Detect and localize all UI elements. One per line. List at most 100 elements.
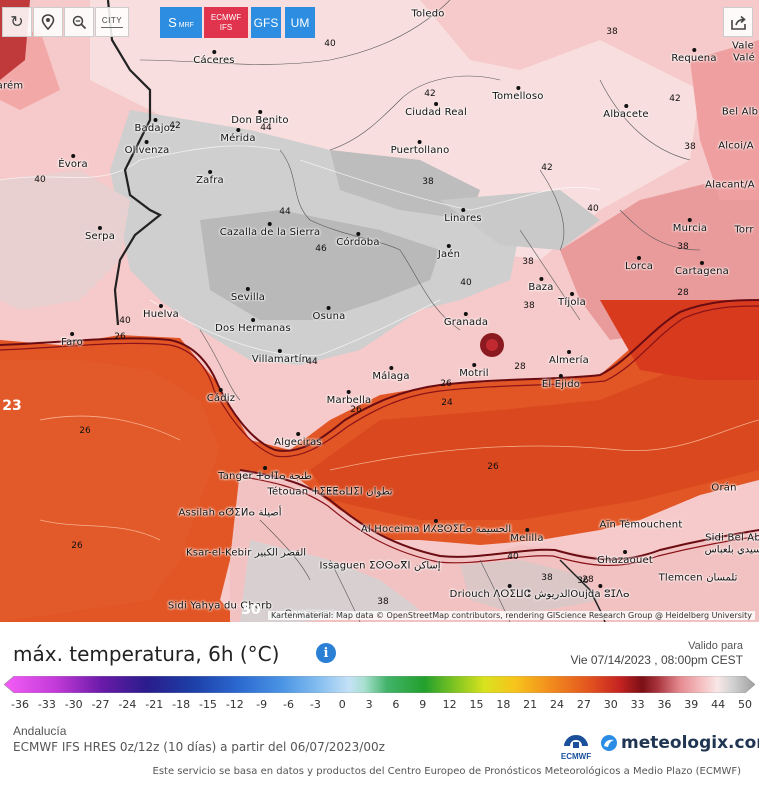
city-label[interactable]: Assilah ⴰⵚⵉⵍⴰ أصيلة — [178, 507, 282, 519]
model-button[interactable]: S MRF — [160, 7, 202, 38]
city-label[interactable]: Villamartín — [252, 349, 308, 365]
city-label[interactable]: Issaguen ⵉⵙⵙⴰⴳⵏ إساكن — [319, 560, 441, 572]
city-label[interactable]: Sevilla — [231, 287, 265, 303]
model-button[interactable]: ECMWF IFS — [204, 7, 248, 38]
city-label[interactable]: Zafra — [196, 170, 224, 186]
isoline-value: 38 — [677, 242, 689, 252]
city-label[interactable]: Osuna — [313, 306, 346, 322]
isoline-value: 26 — [71, 541, 83, 551]
city-label[interactable]: Badajoz — [134, 118, 175, 134]
meteologix-icon — [601, 735, 617, 751]
city-label[interactable]: Murcia — [673, 218, 707, 234]
city-label[interactable]: Al Hoceima ⵍⵃⵓⵙⵉⵎⴰ الحسيمة — [361, 519, 511, 535]
city-label[interactable]: Driouch ⴷⵔⵉⵡⵛ الدريوش — [450, 584, 571, 600]
city-label[interactable]: Alcoi/A — [718, 140, 754, 152]
share-icon — [730, 15, 746, 30]
city-label[interactable]: Oujda ⵓⵊⴷⴰ — [570, 584, 629, 600]
city-label[interactable]: Tíjola — [558, 292, 586, 308]
city-label[interactable]: Don Benito — [231, 110, 289, 126]
isoline-value: 44 — [279, 207, 291, 217]
city-label[interactable]: Motril — [459, 363, 489, 379]
location-button[interactable] — [33, 7, 63, 37]
city-label[interactable]: Aïn Témouchent — [599, 519, 683, 531]
city-label[interactable]: Linares — [444, 208, 481, 224]
city-label[interactable]: Ciudad Real — [405, 102, 467, 118]
city-label[interactable]: Vale — [732, 40, 754, 52]
isoline-value: 26 — [487, 462, 499, 472]
city-label[interactable]: Mérida — [220, 128, 255, 144]
city-label[interactable]: Dos Hermanas — [215, 318, 291, 334]
city-label[interactable]: Cáceres — [193, 50, 234, 66]
city-label[interactable]: Tlemcen تلمسان — [658, 572, 738, 584]
isoline-value: 44 — [260, 123, 272, 133]
city-label[interactable]: Sidi Yahya du Gharb — [167, 600, 273, 612]
scale-tick-label: 39 — [684, 698, 699, 711]
isoline-value: 28 — [514, 362, 526, 372]
city-label[interactable]: Bel Alb — [721, 106, 759, 118]
zoom-out-button[interactable] — [64, 7, 94, 37]
city-label[interactable]: Requena — [671, 48, 716, 64]
isoline-value: 42 — [669, 94, 681, 104]
scale-tick-label: 0 — [338, 698, 346, 711]
scale-tick-label: -12 — [225, 698, 244, 711]
city-label[interactable]: Huelva — [143, 304, 179, 320]
city-label[interactable]: Cartagena — [675, 261, 729, 277]
city-label[interactable]: Orán — [711, 482, 737, 494]
model-button[interactable]: GFS — [251, 7, 281, 38]
isoline-value: 44 — [306, 357, 318, 367]
model-label: GFS — [253, 15, 279, 30]
color-scale-bar — [4, 676, 755, 693]
city-label[interactable]: Jaén — [438, 244, 460, 260]
scale-tick-label: -33 — [37, 698, 56, 711]
refresh-button[interactable]: ↻ — [2, 7, 32, 37]
city-label[interactable]: Baza — [528, 277, 553, 293]
info-icon[interactable]: i — [316, 643, 336, 663]
city-label[interactable]: Cazalla de la Sierra — [220, 222, 321, 238]
city-label[interactable]: Marbella — [327, 390, 372, 406]
scale-tick-label: -15 — [198, 698, 217, 711]
city-label[interactable]: Málaga — [372, 366, 409, 382]
city-label[interactable]: Ghazaouet — [597, 550, 653, 566]
isoline-value: 24 — [441, 398, 453, 408]
city-label[interactable]: Faro — [61, 332, 83, 348]
city-label[interactable]: Cádiz — [207, 388, 236, 404]
share-button[interactable] — [723, 7, 753, 37]
scale-tick-label: 50 — [738, 698, 752, 711]
city-label[interactable]: Lorca — [625, 256, 653, 272]
city-label[interactable]: Granada — [444, 312, 488, 328]
isoline-value: 28 — [677, 288, 689, 298]
scale-tick-label: -30 — [64, 698, 83, 711]
city-label[interactable]: Algeciras — [274, 432, 322, 448]
city-label[interactable]: Tétouan ⵜⵉⵟⵟⴰⵡⵉⵏ تطوان — [267, 486, 393, 498]
city-label[interactable]: Olivenza — [125, 140, 170, 156]
map-attribution: Kartenmaterial: Map data © OpenStreetMap… — [267, 611, 755, 620]
city-label[interactable]: arém — [0, 80, 24, 92]
city-label[interactable]: Serpa — [85, 226, 115, 242]
city-label[interactable]: Melilla — [510, 528, 543, 544]
city-label[interactable]: Puertollano — [391, 140, 450, 156]
city-toggle-button[interactable]: CITY — [95, 7, 129, 37]
scale-tick-label: 18 — [496, 698, 511, 711]
model-button[interactable]: UM — [285, 7, 315, 38]
city-label[interactable]: Torr — [734, 224, 754, 236]
city-label[interactable]: Valé — [733, 52, 755, 64]
city-label[interactable]: Tomelloso — [492, 86, 543, 102]
city-label[interactable]: Alacant/A — [705, 179, 755, 191]
scale-tick-label: -24 — [118, 698, 137, 711]
isoline-value: 26 — [440, 379, 452, 389]
city-label[interactable]: Tanger ⵜⴰⵏⵊⴰ طنجة — [218, 466, 312, 482]
meteologix-logo[interactable]: meteologix.com — [600, 733, 759, 753]
isoline-value: 26 — [350, 405, 362, 415]
city-label[interactable]: Albacete — [603, 104, 648, 120]
city-label[interactable]: El Ejido — [542, 374, 580, 390]
isoline-value: 40 — [507, 552, 519, 562]
city-label[interactable]: Almería — [549, 350, 589, 366]
city-label[interactable]: Évora — [58, 154, 88, 170]
city-label[interactable]: Toledo — [411, 8, 445, 20]
city-label[interactable]: Sidi Bel Ab — [705, 532, 759, 544]
city-label[interactable]: Córdoba — [336, 232, 379, 248]
city-label[interactable]: سيدي بلعباس — [704, 544, 759, 556]
valid-date: Vie 07/14/2023 , 08:00pm CEST — [570, 653, 743, 667]
city-label[interactable]: Ksar-el-Kebir القصر الكبير — [185, 547, 307, 559]
